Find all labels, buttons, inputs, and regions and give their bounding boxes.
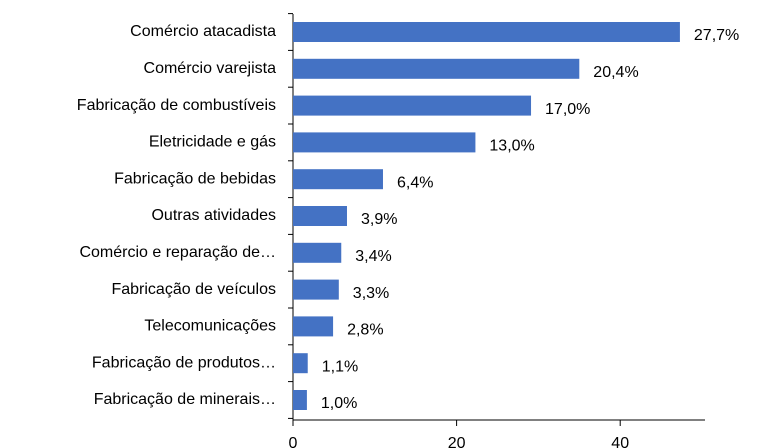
data-label: 13,0% [489,138,534,155]
y-tick-label: Eletricidade e gás [149,134,276,151]
data-label: 17,0% [545,101,590,118]
y-tick-label: Fabricação de combustíveis [77,97,276,114]
y-tick-label: Fabricação de veículos [111,281,276,298]
data-label: 3,3% [353,285,389,302]
bar [293,279,339,300]
y-tick-label: Outras atividades [151,207,276,224]
y-tick-label: Comércio varejista [144,60,277,77]
data-label: 3,4% [355,248,391,265]
y-tick-label: Fabricação de minerais… [94,391,276,408]
data-label: 2,8% [347,322,383,339]
bar [293,353,308,374]
x-tick-label: 20 [448,435,466,448]
data-label: 1,1% [322,358,358,375]
data-label: 6,4% [397,174,433,191]
y-tick-label: Comércio atacadista [130,23,276,40]
bar [293,242,342,263]
y-tick-label: Fabricação de bebidas [114,170,276,187]
bar [293,58,580,79]
x-tick-label: 0 [289,435,298,448]
bar [293,22,680,42]
data-label: 20,4% [593,64,638,81]
bar [293,132,476,153]
bar [293,390,307,410]
bar [293,95,532,116]
bar [293,316,334,337]
data-label: 27,7% [694,27,739,44]
data-label: 1,0% [321,395,357,412]
bar [293,206,347,226]
bar [293,169,383,190]
x-tick-label: 40 [611,435,629,448]
y-tick-label: Fabricação de produtos… [92,354,276,371]
y-tick-label: Telecomunicações [144,318,276,335]
data-label: 3,9% [361,211,397,228]
y-tick-label: Comércio e reparação de… [79,244,276,261]
